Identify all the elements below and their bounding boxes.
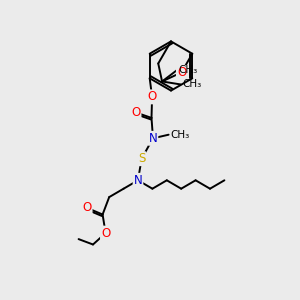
Text: O: O xyxy=(131,106,140,119)
Text: CH₃: CH₃ xyxy=(170,130,189,140)
Text: O: O xyxy=(148,90,157,104)
Text: O: O xyxy=(177,66,186,79)
Text: CH₃: CH₃ xyxy=(182,80,201,89)
Text: N: N xyxy=(148,132,158,145)
Text: N: N xyxy=(134,174,142,187)
Text: O: O xyxy=(101,226,110,240)
Text: S: S xyxy=(138,152,145,165)
Text: CH₃: CH₃ xyxy=(178,65,197,75)
Text: O: O xyxy=(82,201,91,214)
